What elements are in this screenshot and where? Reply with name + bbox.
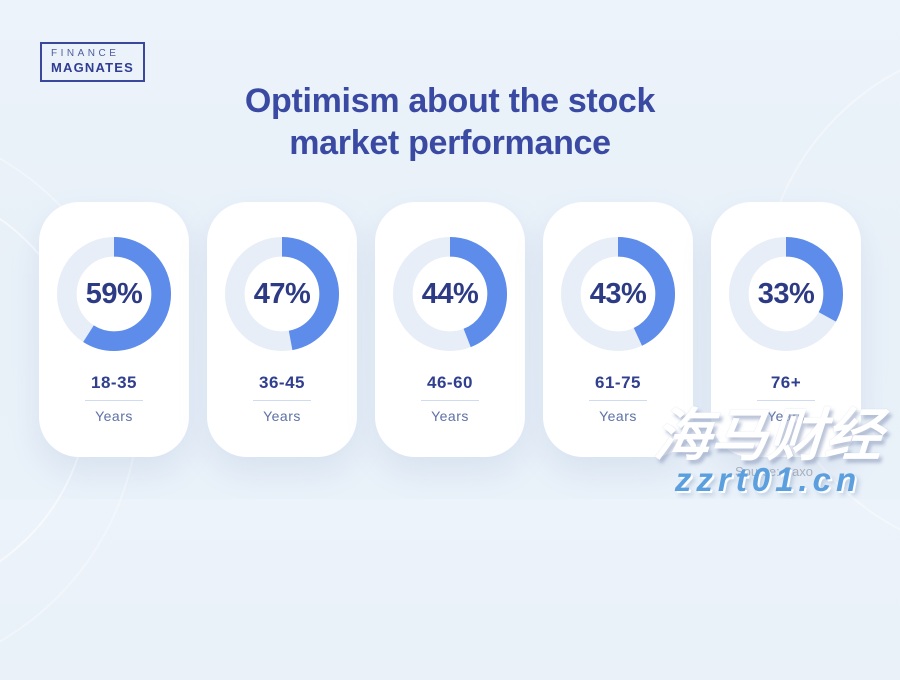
label-divider [253, 400, 311, 401]
percentage-value: 59% [85, 277, 143, 310]
age-group-card: 59% 18-35 Years [39, 202, 189, 457]
donut-arc [728, 236, 844, 352]
finance-magnates-logo: FINANCE MAGNATES [40, 42, 146, 82]
donut-chart: 44% [391, 235, 509, 353]
page-title-line-1: Optimism about the stock [244, 82, 656, 120]
donut-arc [392, 236, 508, 352]
label-divider [85, 400, 143, 401]
age-group-card: 47% 36-45 Years [207, 202, 357, 457]
page-title-line-2: market performance [289, 124, 611, 162]
source-text: Source: Saxo [734, 464, 814, 479]
age-group-cards-row: 59% 18-35 Years 47% 36-45 Years 44% 46-6… [0, 202, 900, 457]
percentage-value: 43% [589, 277, 647, 310]
years-label: Years [767, 408, 805, 424]
age-range-label: 36-45 [259, 373, 305, 392]
age-group-card: 43% 61-75 Years [543, 202, 693, 457]
age-range-label: 46-60 [427, 373, 473, 392]
years-label: Years [95, 408, 133, 424]
donut-chart: 59% [55, 235, 173, 353]
age-group-card: 33% 76+ Years [711, 202, 861, 457]
label-divider [757, 400, 815, 401]
percentage-value: 44% [421, 277, 479, 310]
label-divider [421, 400, 479, 401]
donut-arc [56, 236, 172, 352]
donut-chart: 47% [223, 235, 341, 353]
percentage-value: 33% [757, 277, 815, 310]
donut-chart: 43% [559, 235, 677, 353]
age-range-label: 76+ [770, 373, 802, 392]
label-divider [589, 400, 647, 401]
percentage-value: 47% [253, 277, 311, 310]
donut-svg [56, 236, 172, 352]
logo-text-finance: FINANCE [51, 48, 120, 59]
donut-arc [224, 236, 340, 352]
age-range-label: 61-75 [595, 373, 641, 392]
donut-svg [392, 236, 508, 352]
donut-chart: 33% [727, 235, 845, 353]
years-label: Years [431, 408, 469, 424]
donut-svg [728, 236, 844, 352]
age-group-card: 44% 46-60 Years [375, 202, 525, 457]
logo-text-magnates: MAGNATES [51, 60, 135, 75]
donut-arc [560, 236, 676, 352]
donut-svg [224, 236, 340, 352]
years-label: Years [263, 408, 301, 424]
age-range-label: 18-35 [91, 373, 137, 392]
years-label: Years [599, 408, 637, 424]
donut-svg [560, 236, 676, 352]
page-title: Optimism about the stock market performa… [0, 80, 900, 164]
